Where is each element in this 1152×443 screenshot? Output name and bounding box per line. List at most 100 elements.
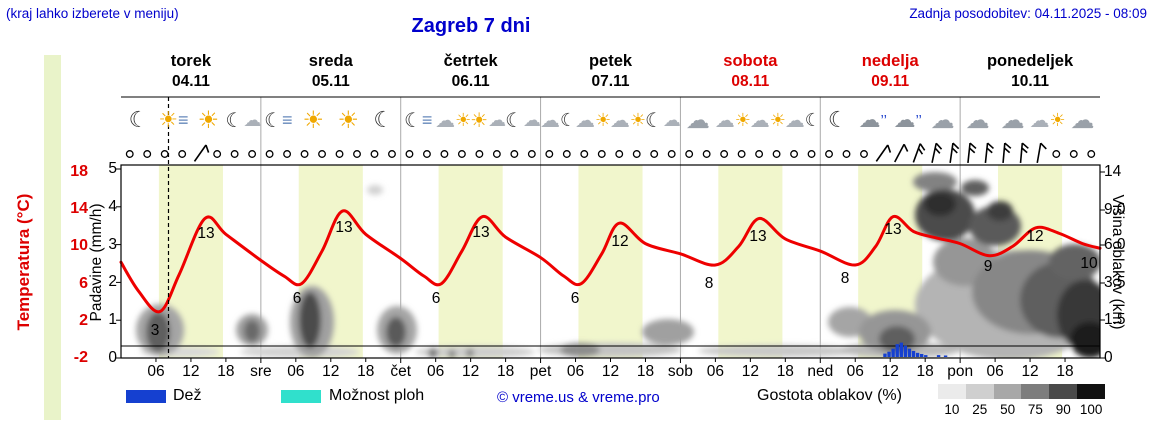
wind-barb-icon <box>193 144 207 162</box>
wind-calm-icon <box>440 150 449 158</box>
moon-cloud-icon: ☾ ☁ <box>223 101 263 139</box>
day-name: torek <box>170 52 212 70</box>
cloud-scale-segment <box>1021 384 1050 399</box>
wind-calm-icon <box>143 150 152 158</box>
cloud-rain-icon: ☁’’ <box>888 101 928 139</box>
temp-value-label: 8 <box>704 275 714 292</box>
icon-glyph: ☁ <box>243 109 262 130</box>
icon-glyph: ☁ <box>523 109 542 130</box>
temp-value-label: 13 <box>197 225 215 242</box>
x-axis-time-label: 12 <box>741 363 759 380</box>
temperature-tick: -2 <box>73 349 88 366</box>
wind-calm-icon <box>667 150 676 158</box>
wind-barb-tick <box>986 147 993 154</box>
icon-glyph: ☁ <box>893 107 916 132</box>
wind-calm-icon <box>790 150 799 158</box>
cloud-icon: ☁ <box>678 101 718 139</box>
rain-bar <box>915 352 920 357</box>
icon-glyph: ☁ <box>858 107 881 132</box>
icon-glyph: ☾ <box>644 109 663 132</box>
temp-value-label: 10 <box>1080 255 1098 272</box>
icon-glyph: ☀ <box>302 106 325 134</box>
icon-glyph: ☁ <box>714 109 735 132</box>
wind-calm-icon <box>370 150 379 158</box>
temp-value-label: 6 <box>292 290 302 307</box>
copyright-link[interactable]: © vreme.us & vreme.pro <box>497 389 660 406</box>
cloud-moon-icon: ☁ ☾ <box>783 101 823 139</box>
x-axis-time-label: 12 <box>462 363 480 380</box>
wind-barb-tick <box>205 144 210 153</box>
cloud-blob <box>244 320 260 342</box>
wind-calm-icon <box>475 150 484 158</box>
icon-glyph: ☁ <box>435 109 456 132</box>
wind-calm-icon <box>230 150 239 158</box>
moon-fog-icon: ☾ ≡ <box>398 101 438 139</box>
icon-glyph: ☾ <box>373 107 394 132</box>
sun-icon: ☀ <box>293 101 333 139</box>
wind-calm-icon <box>580 150 589 158</box>
temp-value-label: 13 <box>749 228 767 245</box>
cloudheight-tick: 1.5 <box>1104 311 1126 328</box>
icon-glyph: ≡ <box>282 109 293 130</box>
rain-bar <box>919 353 924 357</box>
day-date: 04.11 <box>171 73 210 90</box>
cloud-scale-number: 75 <box>1027 402 1043 417</box>
wind-barb-tick <box>951 147 958 154</box>
temp-value-label: 12 <box>611 233 629 250</box>
wind-barb-tick <box>919 143 926 151</box>
wind-calm-icon <box>283 150 292 158</box>
cloud-icon: ☁ <box>958 101 998 139</box>
x-axis-time-label: 06 <box>566 363 585 380</box>
day-date: 09.11 <box>871 73 910 90</box>
icon-glyph: ≡ <box>178 109 189 130</box>
cloud-blob <box>1070 322 1100 358</box>
cloudheight-tick: 14 <box>1104 163 1122 180</box>
location-hint: (kraj lahko izberete v meniju) <box>6 6 179 21</box>
wind-calm-icon <box>125 150 134 158</box>
wind-calm-icon <box>1069 150 1078 158</box>
precipitation-tick: 4 <box>108 197 117 215</box>
day-name: ponedeljek <box>986 52 1074 70</box>
wind-calm-icon <box>178 150 187 158</box>
cloud-density-scalebar <box>938 384 1105 399</box>
temperature-tick: 14 <box>70 200 88 218</box>
cloud-scale-number: 25 <box>972 402 988 417</box>
cloud-blob <box>538 343 682 357</box>
precipitation-tick: 0 <box>108 349 117 366</box>
cloud-blob <box>698 345 862 357</box>
moon-cloud-icon: ☾ ☁ <box>643 101 683 139</box>
cloud-blob <box>415 346 535 358</box>
icon-glyph: ☀ <box>158 107 179 132</box>
icon-glyph: ☁ <box>1070 106 1095 134</box>
x-axis-time-label: 12 <box>881 363 899 380</box>
cloudheight-tick: 9.0 <box>1104 201 1126 218</box>
temperature-tick: 10 <box>70 237 88 255</box>
x-axis-time-label: 18 <box>636 363 655 380</box>
rain-legend-label: Dež <box>173 387 202 404</box>
cloud-scale-segment <box>993 384 1022 399</box>
precipitation-tick: 2 <box>108 273 117 291</box>
wind-calm-icon <box>860 150 868 158</box>
cloud-sun-icon: ☁ ☀ <box>573 101 613 139</box>
cloud-blob <box>560 343 600 357</box>
temp-value-label: 9 <box>983 258 993 275</box>
temp-value-label: 13 <box>472 224 490 241</box>
x-axis-time-label: 06 <box>287 363 305 380</box>
x-axis-time-label: 18 <box>496 363 515 380</box>
cloudheight-tick: 0 <box>1104 349 1113 366</box>
cloud-sun-icon: ☁ ☀ <box>748 101 788 139</box>
x-axis-time-label: 12 <box>182 363 200 380</box>
day-date: 07.11 <box>591 73 630 90</box>
icon-glyph: ☁ <box>784 109 805 132</box>
wind-calm-icon <box>632 150 641 158</box>
cloud-scale-number: 100 <box>1079 402 1103 417</box>
wind-calm-icon <box>842 150 851 158</box>
day-name: sobota <box>723 52 778 70</box>
temperature-tick: 2 <box>79 311 88 329</box>
wind-barb-tick <box>1004 142 1012 149</box>
x-axis-time-label: 06 <box>147 363 165 380</box>
cloud-blob <box>642 319 694 345</box>
rain-bar <box>911 350 916 357</box>
